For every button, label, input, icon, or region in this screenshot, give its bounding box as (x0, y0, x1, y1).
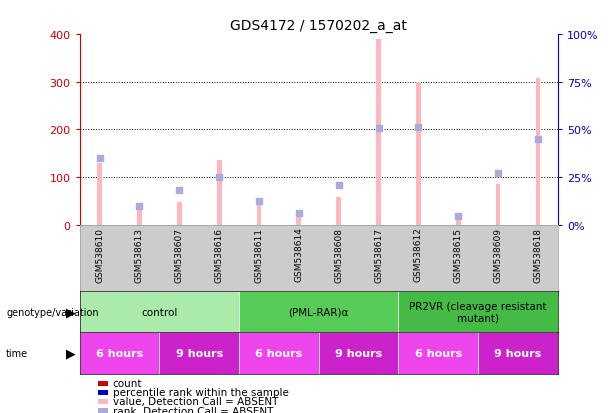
Bar (337, 197, 341, 225)
Bar (80, 291, 239, 332)
Text: ▶: ▶ (66, 347, 75, 360)
Bar (297, 216, 301, 225)
Bar (536, 79, 540, 225)
Text: 6 hours: 6 hours (96, 348, 143, 358)
Text: GSM538617: GSM538617 (374, 227, 383, 282)
Bar (398, 291, 558, 332)
Point (333, 183, 343, 189)
Point (254, 198, 264, 204)
Text: count: count (113, 378, 142, 388)
Bar (239, 291, 398, 332)
Text: GSM538613: GSM538613 (135, 227, 144, 282)
Point (493, 171, 503, 177)
Point (294, 210, 304, 216)
Text: GSM538609: GSM538609 (493, 227, 503, 282)
Point (94, 155, 104, 162)
Text: control: control (141, 307, 178, 317)
Text: 6 hours: 6 hours (414, 348, 462, 358)
Text: (PML-RAR)α: (PML-RAR)α (289, 307, 349, 317)
Point (413, 124, 423, 131)
Text: time: time (6, 348, 28, 358)
Point (134, 203, 145, 209)
Text: 9 hours: 9 hours (494, 348, 542, 358)
Text: GSM538607: GSM538607 (175, 227, 184, 282)
Bar (97, 163, 102, 225)
Text: PR2VR (cleavage resistant
mutant): PR2VR (cleavage resistant mutant) (409, 301, 547, 323)
Text: GSM538608: GSM538608 (334, 227, 343, 282)
Text: GSM538615: GSM538615 (454, 227, 463, 282)
Text: GSM538610: GSM538610 (95, 227, 104, 282)
Bar (478, 332, 558, 374)
Bar (496, 185, 500, 225)
Point (373, 126, 384, 133)
Text: genotype/variation: genotype/variation (6, 307, 99, 317)
Text: 6 hours: 6 hours (255, 348, 303, 358)
Text: rank, Detection Call = ABSENT: rank, Detection Call = ABSENT (113, 406, 273, 413)
Text: 9 hours: 9 hours (335, 348, 383, 358)
Text: ▶: ▶ (66, 305, 75, 318)
Text: GSM538614: GSM538614 (294, 227, 303, 282)
Bar (80, 332, 159, 374)
Text: 9 hours: 9 hours (175, 348, 223, 358)
Bar (217, 161, 221, 225)
Text: value, Detection Call = ABSENT: value, Detection Call = ABSENT (113, 396, 278, 406)
Bar (398, 332, 478, 374)
Text: GSM538618: GSM538618 (533, 227, 543, 282)
Point (454, 213, 463, 220)
Text: GSM538611: GSM538611 (254, 227, 264, 282)
Text: percentile rank within the sample: percentile rank within the sample (113, 387, 289, 397)
Bar (137, 204, 142, 225)
Title: GDS4172 / 1570202_a_at: GDS4172 / 1570202_a_at (230, 19, 407, 33)
Bar (376, 40, 381, 225)
Text: GSM538616: GSM538616 (215, 227, 224, 282)
Point (175, 188, 185, 194)
Bar (456, 216, 460, 225)
Bar (177, 202, 181, 225)
Bar (319, 332, 398, 374)
Text: GSM538612: GSM538612 (414, 227, 423, 282)
Point (533, 136, 543, 143)
Bar (257, 200, 261, 225)
Bar (159, 332, 239, 374)
Point (215, 174, 224, 181)
Bar (239, 332, 319, 374)
Bar (416, 83, 421, 225)
